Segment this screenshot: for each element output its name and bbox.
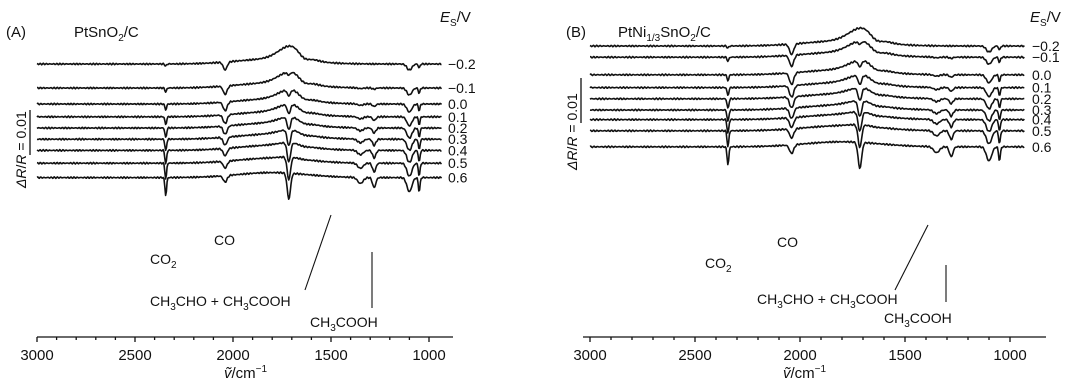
panel-b-potential-value-6: 0.4 bbox=[1032, 112, 1052, 128]
panel-a-potential-value-6: 0.4 bbox=[448, 142, 468, 158]
panel-b-spectrum-4 bbox=[589, 87, 1025, 110]
panel-b-spectrum-7 bbox=[589, 123, 1025, 149]
panel-b-label: (B) bbox=[566, 24, 586, 41]
panel-a-scale-bar-label: ΔR/R = 0.01 bbox=[13, 111, 29, 189]
panel-b-x-tick-label-1: 2500 bbox=[678, 347, 711, 364]
panel-a-spectrum-7 bbox=[36, 155, 443, 181]
panel-a-x-tick-label-3: 1500 bbox=[314, 347, 347, 364]
panel-a-x-ticks: 3000 2500 2000 1500 1000 bbox=[20, 337, 446, 364]
panel-a-potential-value-8: 0.6 bbox=[448, 170, 468, 186]
panel-a-potential-value-0: −0.2 bbox=[448, 56, 476, 72]
panel-a-title: PtSnO2/C bbox=[74, 24, 139, 44]
panel-a-acetic-label: CH3COOH bbox=[310, 314, 378, 334]
panel-b-co-label: CO bbox=[777, 234, 798, 250]
panel-a-potential-value-2: 0.0 bbox=[448, 96, 468, 112]
panel-b-potential-value-1: −0.1 bbox=[1032, 49, 1060, 65]
panel-b-potential-value-8: 0.6 bbox=[1032, 139, 1052, 155]
panel-b-spectrum-8 bbox=[589, 140, 1025, 170]
panel-b-x-axis-label: ṽ/cm−1 bbox=[783, 364, 827, 382]
panel-a-x-tick-label-2: 2000 bbox=[216, 347, 249, 364]
panel-a-potential-value-5: 0.3 bbox=[448, 131, 468, 147]
panel-b-spectrum-3 bbox=[589, 74, 1025, 98]
panel-a-co-label: CO bbox=[214, 232, 235, 248]
panel-b-spectrum-5 bbox=[589, 100, 1025, 122]
panel-b-x-tick-label-3: 1500 bbox=[888, 347, 921, 364]
panel-a-spectra bbox=[36, 44, 443, 200]
panel-a-potential-value-7: 0.5 bbox=[448, 155, 468, 171]
panel-b-spectrum-6 bbox=[589, 110, 1025, 134]
panel-b-x-tick-label-4: 1000 bbox=[993, 347, 1026, 364]
panel-b-potential-value-2: 0.0 bbox=[1032, 67, 1052, 83]
panel-b-co2-label: CO2 bbox=[705, 255, 732, 275]
panel-a: (A) PtSnO2/C ES/V ΔR/R = 0.01 −0.2−0.10.… bbox=[6, 9, 476, 382]
panel-a-x-tick-label-1: 2500 bbox=[118, 347, 151, 364]
panel-a-potential-values: −0.2 −0.10.00.10.20.30.40.50.6 bbox=[448, 56, 476, 186]
panel-a-x-tick-label-0: 3000 bbox=[20, 347, 53, 364]
panel-b-x-ticks: 3000 2500 2000 1500 1000 bbox=[573, 337, 1027, 364]
panel-b-potential-value-7: 0.5 bbox=[1032, 123, 1052, 139]
panel-a-spectrum-6 bbox=[36, 141, 442, 165]
panel-b-potential-label: ES/V bbox=[1030, 9, 1061, 29]
panel-a-x-axis-label: ṽ/cm−1 bbox=[224, 364, 268, 382]
panel-a-spectrum-2 bbox=[36, 89, 443, 113]
panel-a-potential-value-4: 0.2 bbox=[448, 120, 468, 136]
panel-a-spectrum-5 bbox=[36, 129, 442, 152]
panel-b-spectrum-0 bbox=[589, 26, 1025, 56]
panel-a-mixed-label: CH3CHO + CH3COOH bbox=[150, 293, 291, 313]
panel-b-potential-value-4: 0.2 bbox=[1032, 91, 1052, 107]
panel-b-title: PtNi1/3SnO2/C bbox=[618, 24, 711, 44]
panel-b-potential-value-0: −0.2 bbox=[1032, 38, 1060, 54]
panel-b-potential-value-5: 0.3 bbox=[1032, 102, 1052, 118]
panel-b-potential-values: −0.2−0.1 0.00.10.20.30.40.50.6 bbox=[1032, 38, 1060, 155]
panel-a-leader-mixed bbox=[304, 214, 332, 291]
panel-b-acetic-label: CH3COOH bbox=[884, 310, 952, 330]
panel-a-label: (A) bbox=[6, 24, 26, 41]
panel-b-leader-mixed bbox=[894, 224, 929, 291]
panel-a-co2-label: CO2 bbox=[150, 251, 177, 271]
panel-a-spectrum-1 bbox=[37, 71, 443, 96]
panel-b-spectrum-1 bbox=[590, 41, 1025, 68]
panel-b: (B) PtNi1/3SnO2/C ES/V ΔR/R = 0.01 −0.2−… bbox=[564, 9, 1061, 382]
panel-b-x-tick-label-0: 3000 bbox=[573, 347, 606, 364]
panel-a-spectrum-8 bbox=[36, 171, 443, 200]
panel-a-potential-value-1: −0.1 bbox=[448, 80, 476, 96]
panel-a-potential-value-3: 0.1 bbox=[448, 109, 468, 125]
panel-b-mixed-label: CH3CHO + CH3COOH bbox=[757, 291, 898, 311]
panel-a-spectrum-3 bbox=[36, 103, 442, 127]
panel-a-spectrum-4 bbox=[36, 116, 442, 139]
panel-a-x-tick-label-4: 1000 bbox=[412, 347, 445, 364]
panel-b-scale-bar-label: ΔR/R = 0.01 bbox=[564, 93, 580, 171]
panel-b-potential-value-3: 0.1 bbox=[1032, 80, 1052, 96]
panel-a-potential-label: ES/V bbox=[440, 9, 471, 29]
panel-b-spectrum-2 bbox=[589, 60, 1025, 86]
panel-b-spectra bbox=[589, 26, 1025, 170]
panel-b-x-tick-label-2: 2000 bbox=[783, 347, 816, 364]
panel-a-spectrum-0 bbox=[36, 44, 442, 71]
